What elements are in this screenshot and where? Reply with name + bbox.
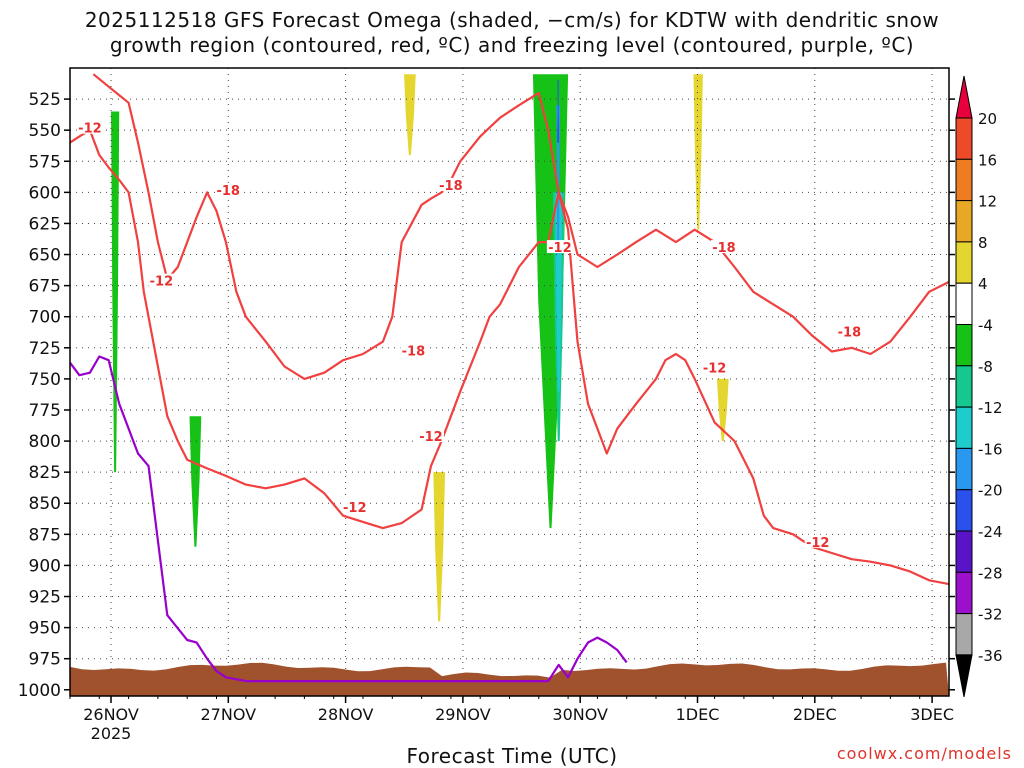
omega-shade-region: [111, 111, 120, 473]
contour-label-bg: [400, 343, 427, 357]
y-tick-label: 700: [29, 308, 61, 328]
y-tick-label: 950: [29, 619, 61, 639]
colorbar-top-arrow: [955, 75, 973, 119]
omega-shade-region: [716, 378, 729, 442]
colorbar-label: -16: [978, 440, 1003, 458]
contour-label: -12: [419, 430, 443, 445]
contour-label-bg: [710, 240, 737, 254]
y-tick-label: 800: [29, 432, 61, 452]
contour-label-bg: [701, 360, 728, 374]
colorbar-swatch: [955, 158, 973, 202]
y-tick-label: 925: [29, 588, 61, 608]
x-tick-label: 2DEC: [793, 705, 837, 724]
x-tick-label: 27NOV: [201, 705, 257, 724]
colorbar-label: -36: [978, 647, 1003, 665]
colorbar-swatch: [955, 530, 973, 573]
y-tick-label: 1000: [18, 681, 61, 701]
contour-line-0: [70, 355, 628, 683]
plot-area: [70, 68, 949, 696]
contour-line-neg18: [92, 73, 949, 380]
colorbar-label: 16: [978, 151, 997, 169]
terrain-ground: [70, 662, 949, 696]
contour-label: -18: [838, 326, 862, 341]
contour-label-bg: [215, 182, 242, 196]
y-tick-label: 900: [29, 556, 61, 576]
contour-label-bg: [148, 273, 175, 287]
omega-shade-region: [557, 80, 560, 143]
y-tick-label: 975: [29, 650, 61, 670]
colorbar-swatch: [955, 241, 973, 284]
omega-shade-region: [189, 416, 202, 547]
colorbar-swatch: [955, 571, 973, 615]
x-tick-label: 3DEC: [910, 705, 954, 724]
x-tick-label: 30NOV: [552, 705, 608, 724]
y-tick-label: 775: [29, 401, 61, 421]
omega-shade-region: [693, 74, 703, 230]
site-credit[interactable]: coolwx.com/models: [836, 744, 1012, 763]
contour-label-bg: [417, 429, 444, 443]
y-tick-label: 675: [29, 277, 61, 297]
x-year-label: 2025: [91, 724, 132, 743]
colorbar-label: 4: [978, 275, 988, 293]
x-axis-label: Forecast Time (UTC): [406, 744, 618, 768]
colorbar-swatch: [955, 117, 973, 160]
y-tick-label: 525: [29, 90, 61, 110]
colorbar-label: 8: [978, 234, 988, 252]
x-tick-label: 1DEC: [676, 705, 720, 724]
colorbar-swatch: [955, 200, 973, 243]
contour-label-bg: [76, 120, 103, 134]
omega-shade-region: [404, 74, 416, 156]
colorbar-swatch: [955, 365, 973, 408]
y-tick-label: 550: [29, 121, 61, 141]
colorbar-label: -4: [978, 317, 993, 335]
chart-title-line2: growth region (contoured, red, ºC) and f…: [109, 33, 915, 57]
y-tick-label: 600: [29, 183, 61, 203]
y-tick-label: 875: [29, 525, 61, 545]
contour-label: -12: [150, 275, 174, 290]
x-tick-label: 28NOV: [318, 705, 374, 724]
colorbar-swatch: [955, 489, 973, 532]
y-tick-label: 725: [29, 339, 61, 359]
colorbar-label: 12: [978, 193, 997, 211]
contour-label: -12: [78, 122, 102, 137]
omega-shade-region: [433, 472, 446, 622]
y-tick-label: 850: [29, 494, 61, 514]
colorbar-label: -24: [978, 523, 1003, 541]
colorbar-label: -12: [978, 399, 1003, 417]
colorbar-swatch: [955, 406, 973, 449]
colorbar-swatch: [955, 282, 973, 326]
contour-label-bg: [341, 499, 368, 513]
colorbar-label: -20: [978, 482, 1003, 500]
contour-line-neg12: [70, 129, 949, 586]
y-tick-label: 650: [29, 246, 61, 266]
contour-label-bg: [437, 177, 464, 191]
y-tick-label: 625: [29, 214, 61, 234]
chart-title-line1: 2025112518 GFS Forecast Omega (shaded, −…: [84, 8, 940, 32]
contour-label: -18: [402, 344, 426, 359]
contour-label-bg: [546, 240, 573, 254]
colorbar-swatch: [955, 447, 973, 491]
contour-label: -12: [343, 501, 367, 516]
contour-label: -12: [703, 362, 727, 377]
colorbar-bottom-arrow: [955, 654, 973, 697]
colorbar-label: -28: [978, 564, 1003, 582]
x-tick-label: 26NOV: [83, 705, 139, 724]
y-tick-label: 575: [29, 152, 61, 172]
colorbar-label: -32: [978, 606, 1003, 624]
colorbar-swatch: [955, 324, 973, 367]
contour-label-bg: [836, 324, 863, 338]
colorbar-label: -8: [978, 358, 993, 376]
contour-label: -18: [712, 241, 736, 256]
y-tick-label: 825: [29, 463, 61, 483]
colorbar-swatch: [955, 613, 973, 656]
y-tick-label: 750: [29, 370, 61, 390]
x-tick-label: 29NOV: [435, 705, 491, 724]
contour-label: -18: [439, 179, 463, 194]
contour-label-bg: [804, 534, 831, 548]
contour-label: -12: [806, 536, 830, 551]
colorbar-label: 20: [978, 110, 997, 128]
contour-label: -12: [548, 241, 572, 256]
contour-label: -18: [216, 184, 240, 199]
